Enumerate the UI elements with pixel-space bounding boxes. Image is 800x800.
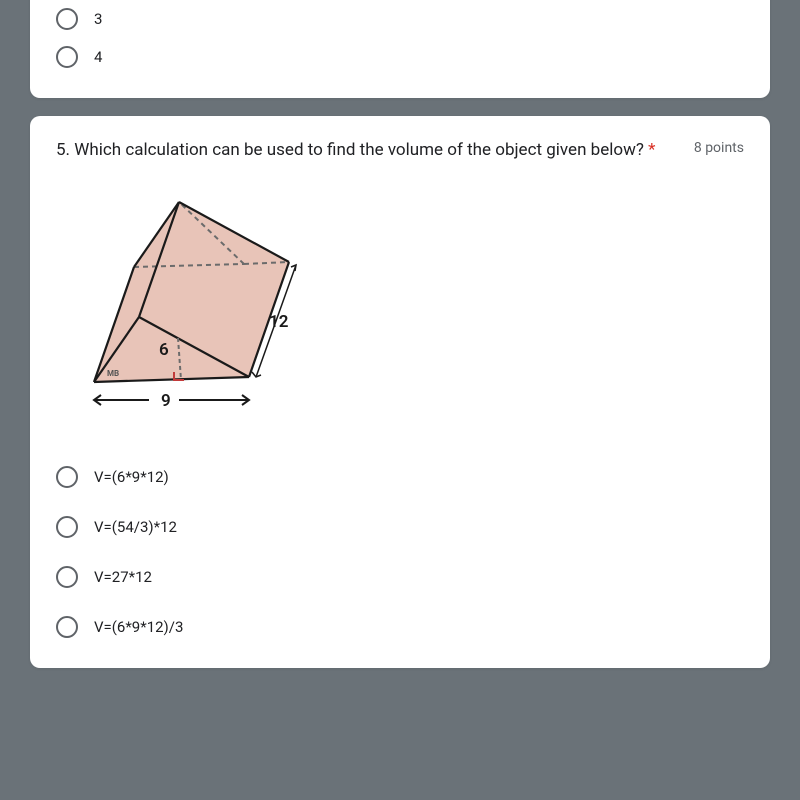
option-label: V=27*12 bbox=[94, 568, 152, 586]
radio-icon bbox=[56, 616, 78, 638]
required-mark: * bbox=[648, 140, 655, 160]
base-label: 9 bbox=[161, 391, 171, 411]
question-header: 5. Which calculation can be used to find… bbox=[56, 138, 744, 164]
prev-option-label: 4 bbox=[94, 48, 102, 66]
option-row[interactable]: V=(54/3)*12 bbox=[56, 508, 744, 546]
question-body: Which calculation can be used to find th… bbox=[74, 140, 644, 160]
options-block: V=(6*9*12) V=(54/3)*12 V=27*12 V=(6*9*12… bbox=[56, 450, 744, 646]
prism-figure: 6 12 MB 9 bbox=[64, 192, 319, 432]
prev-option-row[interactable]: 4 bbox=[56, 38, 744, 76]
question-text: 5. Which calculation can be used to find… bbox=[56, 138, 655, 164]
radio-icon bbox=[56, 466, 78, 488]
watermark-label: MB bbox=[107, 369, 119, 378]
question-card: 5. Which calculation can be used to find… bbox=[30, 116, 770, 668]
radio-icon bbox=[56, 566, 78, 588]
option-label: V=(54/3)*12 bbox=[94, 518, 177, 536]
option-row[interactable]: V=(6*9*12)/3 bbox=[56, 608, 744, 646]
radio-icon bbox=[56, 46, 78, 68]
option-row[interactable]: V=(6*9*12) bbox=[56, 458, 744, 496]
radio-icon bbox=[56, 8, 78, 30]
points-label: 8 points bbox=[694, 138, 744, 156]
prev-option-row[interactable]: 3 bbox=[56, 0, 744, 38]
prev-option-label: 3 bbox=[94, 10, 102, 28]
radio-icon bbox=[56, 516, 78, 538]
option-label: V=(6*9*12)/3 bbox=[94, 618, 183, 636]
height-label: 6 bbox=[159, 340, 169, 360]
figure-container: 6 12 MB 9 bbox=[56, 170, 744, 450]
question-number: 5. bbox=[56, 140, 70, 160]
option-row[interactable]: V=27*12 bbox=[56, 558, 744, 596]
option-label: V=(6*9*12) bbox=[94, 468, 169, 486]
previous-question-card: 3 4 bbox=[30, 0, 770, 98]
